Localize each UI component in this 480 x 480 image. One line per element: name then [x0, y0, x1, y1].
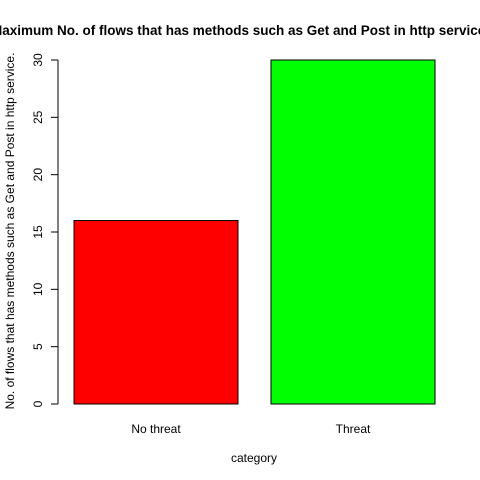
chart-title: Maximum No. of flows that has methods su… — [0, 23, 480, 38]
y-tick-label: 0 — [31, 400, 45, 407]
x-tick-label: No threat — [131, 422, 181, 436]
y-tick-label: 30 — [31, 53, 45, 67]
y-tick-label: 20 — [31, 168, 45, 182]
y-axis: 0 5 10 15 20 25 30 — [31, 53, 59, 407]
y-tick-label: 5 — [31, 343, 45, 350]
bar-no-threat — [73, 220, 239, 405]
bars-group — [73, 59, 436, 405]
x-axis: No threat Threat — [131, 422, 371, 436]
y-tick-label: 15 — [31, 225, 45, 239]
y-axis-label: No. of flows that has methods such as Ge… — [3, 53, 17, 410]
y-tick-label: 25 — [31, 110, 45, 124]
y-tick-label: 10 — [31, 282, 45, 296]
bar-threat — [270, 59, 436, 405]
x-tick-label: Threat — [336, 422, 371, 436]
x-axis-label: category — [231, 451, 277, 465]
